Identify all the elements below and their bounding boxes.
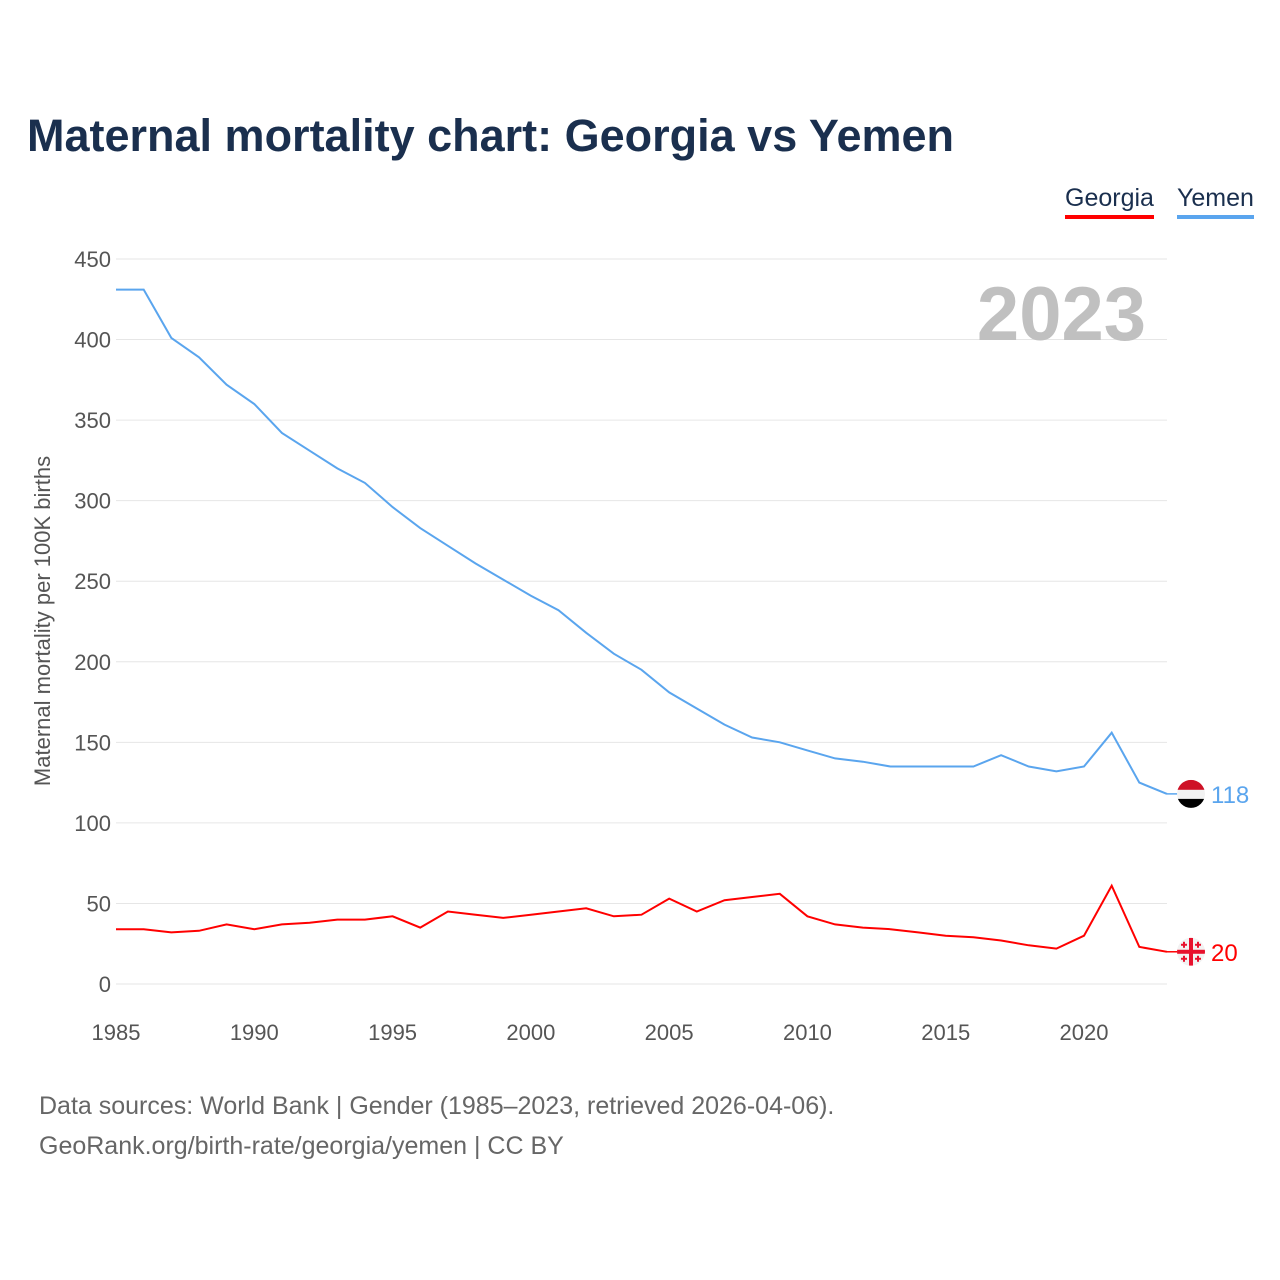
year-watermark: 2023 [977, 272, 1146, 357]
y-tick-label: 150 [74, 730, 111, 755]
chart-title: Maternal mortality chart: Georgia vs Yem… [27, 110, 955, 161]
x-tick-label: 1995 [368, 1020, 417, 1045]
data-sources: Data sources: World Bank | Gender (1985–… [39, 1092, 835, 1120]
x-tick-label: 2010 [783, 1020, 832, 1045]
x-tick-label: 1985 [92, 1020, 141, 1045]
legend-yemen[interactable]: Yemen [1177, 184, 1254, 219]
y-tick-label: 100 [74, 811, 111, 836]
y-tick-label: 450 [74, 247, 111, 272]
series-line-georgia [116, 883, 1168, 953]
x-tick-label: 2000 [506, 1020, 555, 1045]
y-tick-label: 0 [99, 972, 111, 997]
x-tick-label: 1990 [230, 1020, 279, 1045]
y-tick-label: 350 [74, 408, 111, 433]
y-tick-label: 250 [74, 569, 111, 594]
y-tick-label: 200 [74, 650, 111, 675]
series-line-yemen [116, 288, 1168, 795]
x-tick-label: 2015 [921, 1020, 970, 1045]
y-tick-label: 50 [87, 891, 111, 916]
x-tick-label: 2005 [645, 1020, 694, 1045]
footer: Data sources: World Bank | Gender (1985–… [39, 1086, 834, 1166]
source-link[interactable]: GeoRank.org/birth-rate/georgia/yemen | C… [39, 1132, 564, 1160]
y-tick-label: 400 [74, 328, 111, 353]
x-tick-label: 2020 [1060, 1020, 1109, 1045]
georgia-flag-icon [1177, 937, 1205, 966]
yemen-flag-icon [1177, 779, 1205, 808]
end-value-label-yemen: 118 [1211, 782, 1249, 809]
y-tick-label: 300 [74, 489, 111, 514]
end-value-label-georgia: 20 [1211, 940, 1238, 967]
y-axis-label: Maternal mortality per 100K births [30, 456, 55, 786]
legend-georgia[interactable]: Georgia [1065, 184, 1154, 219]
